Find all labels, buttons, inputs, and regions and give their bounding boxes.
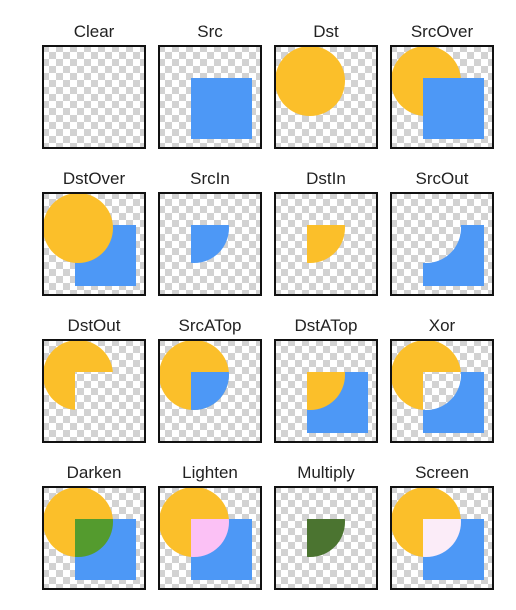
preview-border bbox=[158, 192, 262, 296]
preview-border bbox=[390, 339, 494, 443]
mode-preview bbox=[158, 45, 262, 149]
mode-preview bbox=[42, 192, 146, 296]
mode-preview-canvas bbox=[274, 339, 378, 443]
mode-preview bbox=[390, 339, 494, 443]
mode-preview-canvas bbox=[42, 486, 146, 590]
preview-border bbox=[42, 45, 146, 149]
preview-border bbox=[274, 45, 378, 149]
mode-preview bbox=[390, 45, 494, 149]
mode-preview bbox=[274, 45, 378, 149]
mode-label: Lighten bbox=[182, 463, 238, 482]
mode-preview bbox=[274, 192, 378, 296]
mode-label: SrcOut bbox=[415, 169, 469, 188]
overlap-region bbox=[307, 519, 345, 557]
preview-border bbox=[42, 192, 146, 296]
preview-border bbox=[158, 486, 262, 590]
mode-preview bbox=[390, 486, 494, 590]
mode-preview-canvas bbox=[274, 486, 378, 590]
mode-label: DstOver bbox=[62, 169, 126, 188]
preview-border bbox=[274, 486, 378, 590]
mode-preview-canvas bbox=[42, 192, 146, 296]
mode-label: DstIn bbox=[306, 169, 346, 188]
dst-circle bbox=[275, 46, 345, 116]
mode-preview bbox=[42, 45, 146, 149]
mode-label: Dst bbox=[313, 22, 339, 41]
mode-preview bbox=[158, 339, 262, 443]
mode-label: Screen bbox=[415, 463, 469, 482]
dst-circle bbox=[307, 225, 345, 263]
dst-circle bbox=[43, 193, 113, 263]
mode-preview bbox=[42, 339, 146, 443]
preview-border bbox=[390, 45, 494, 149]
mode-preview-canvas bbox=[390, 45, 494, 149]
src-square bbox=[423, 372, 484, 433]
mode-label: DstOut bbox=[67, 316, 121, 335]
mode-label: Multiply bbox=[297, 463, 355, 482]
mode-label: Src bbox=[197, 22, 223, 41]
preview-border bbox=[42, 339, 146, 443]
mode-preview bbox=[158, 192, 262, 296]
dst-circle bbox=[43, 340, 113, 410]
mode-label: SrcIn bbox=[190, 169, 230, 188]
mode-preview-canvas bbox=[158, 192, 262, 296]
mode-preview-canvas bbox=[390, 486, 494, 590]
dst-circle bbox=[307, 372, 345, 410]
preview-border bbox=[390, 486, 494, 590]
mode-label: Darken bbox=[66, 463, 122, 482]
mode-preview-canvas bbox=[274, 45, 378, 149]
mode-preview-canvas bbox=[158, 45, 262, 149]
mode-preview bbox=[274, 339, 378, 443]
mode-preview-canvas bbox=[158, 339, 262, 443]
overlap-region bbox=[423, 519, 461, 557]
mode-label: Clear bbox=[73, 22, 115, 41]
mode-label: DstATop bbox=[294, 316, 358, 335]
preview-border bbox=[274, 339, 378, 443]
preview-border bbox=[158, 339, 262, 443]
mode-preview bbox=[274, 486, 378, 590]
mode-preview bbox=[158, 486, 262, 590]
mode-preview-canvas bbox=[158, 486, 262, 590]
mode-preview-canvas bbox=[42, 45, 146, 149]
preview-border bbox=[42, 486, 146, 590]
mode-preview-canvas bbox=[390, 339, 494, 443]
mode-preview-canvas bbox=[390, 192, 494, 296]
mode-preview bbox=[390, 192, 494, 296]
preview-border bbox=[274, 192, 378, 296]
preview-border bbox=[390, 192, 494, 296]
src-square bbox=[423, 78, 484, 139]
src-square bbox=[191, 78, 252, 139]
src-square bbox=[423, 225, 484, 286]
preview-border bbox=[158, 45, 262, 149]
mode-label: SrcOver bbox=[410, 22, 474, 41]
overlap-region bbox=[191, 519, 229, 557]
mode-preview bbox=[42, 486, 146, 590]
overlap-region bbox=[75, 519, 113, 557]
mode-label: Xor bbox=[428, 316, 456, 335]
mode-label: SrcATop bbox=[178, 316, 242, 335]
mode-preview-canvas bbox=[274, 192, 378, 296]
mode-preview-canvas bbox=[42, 339, 146, 443]
